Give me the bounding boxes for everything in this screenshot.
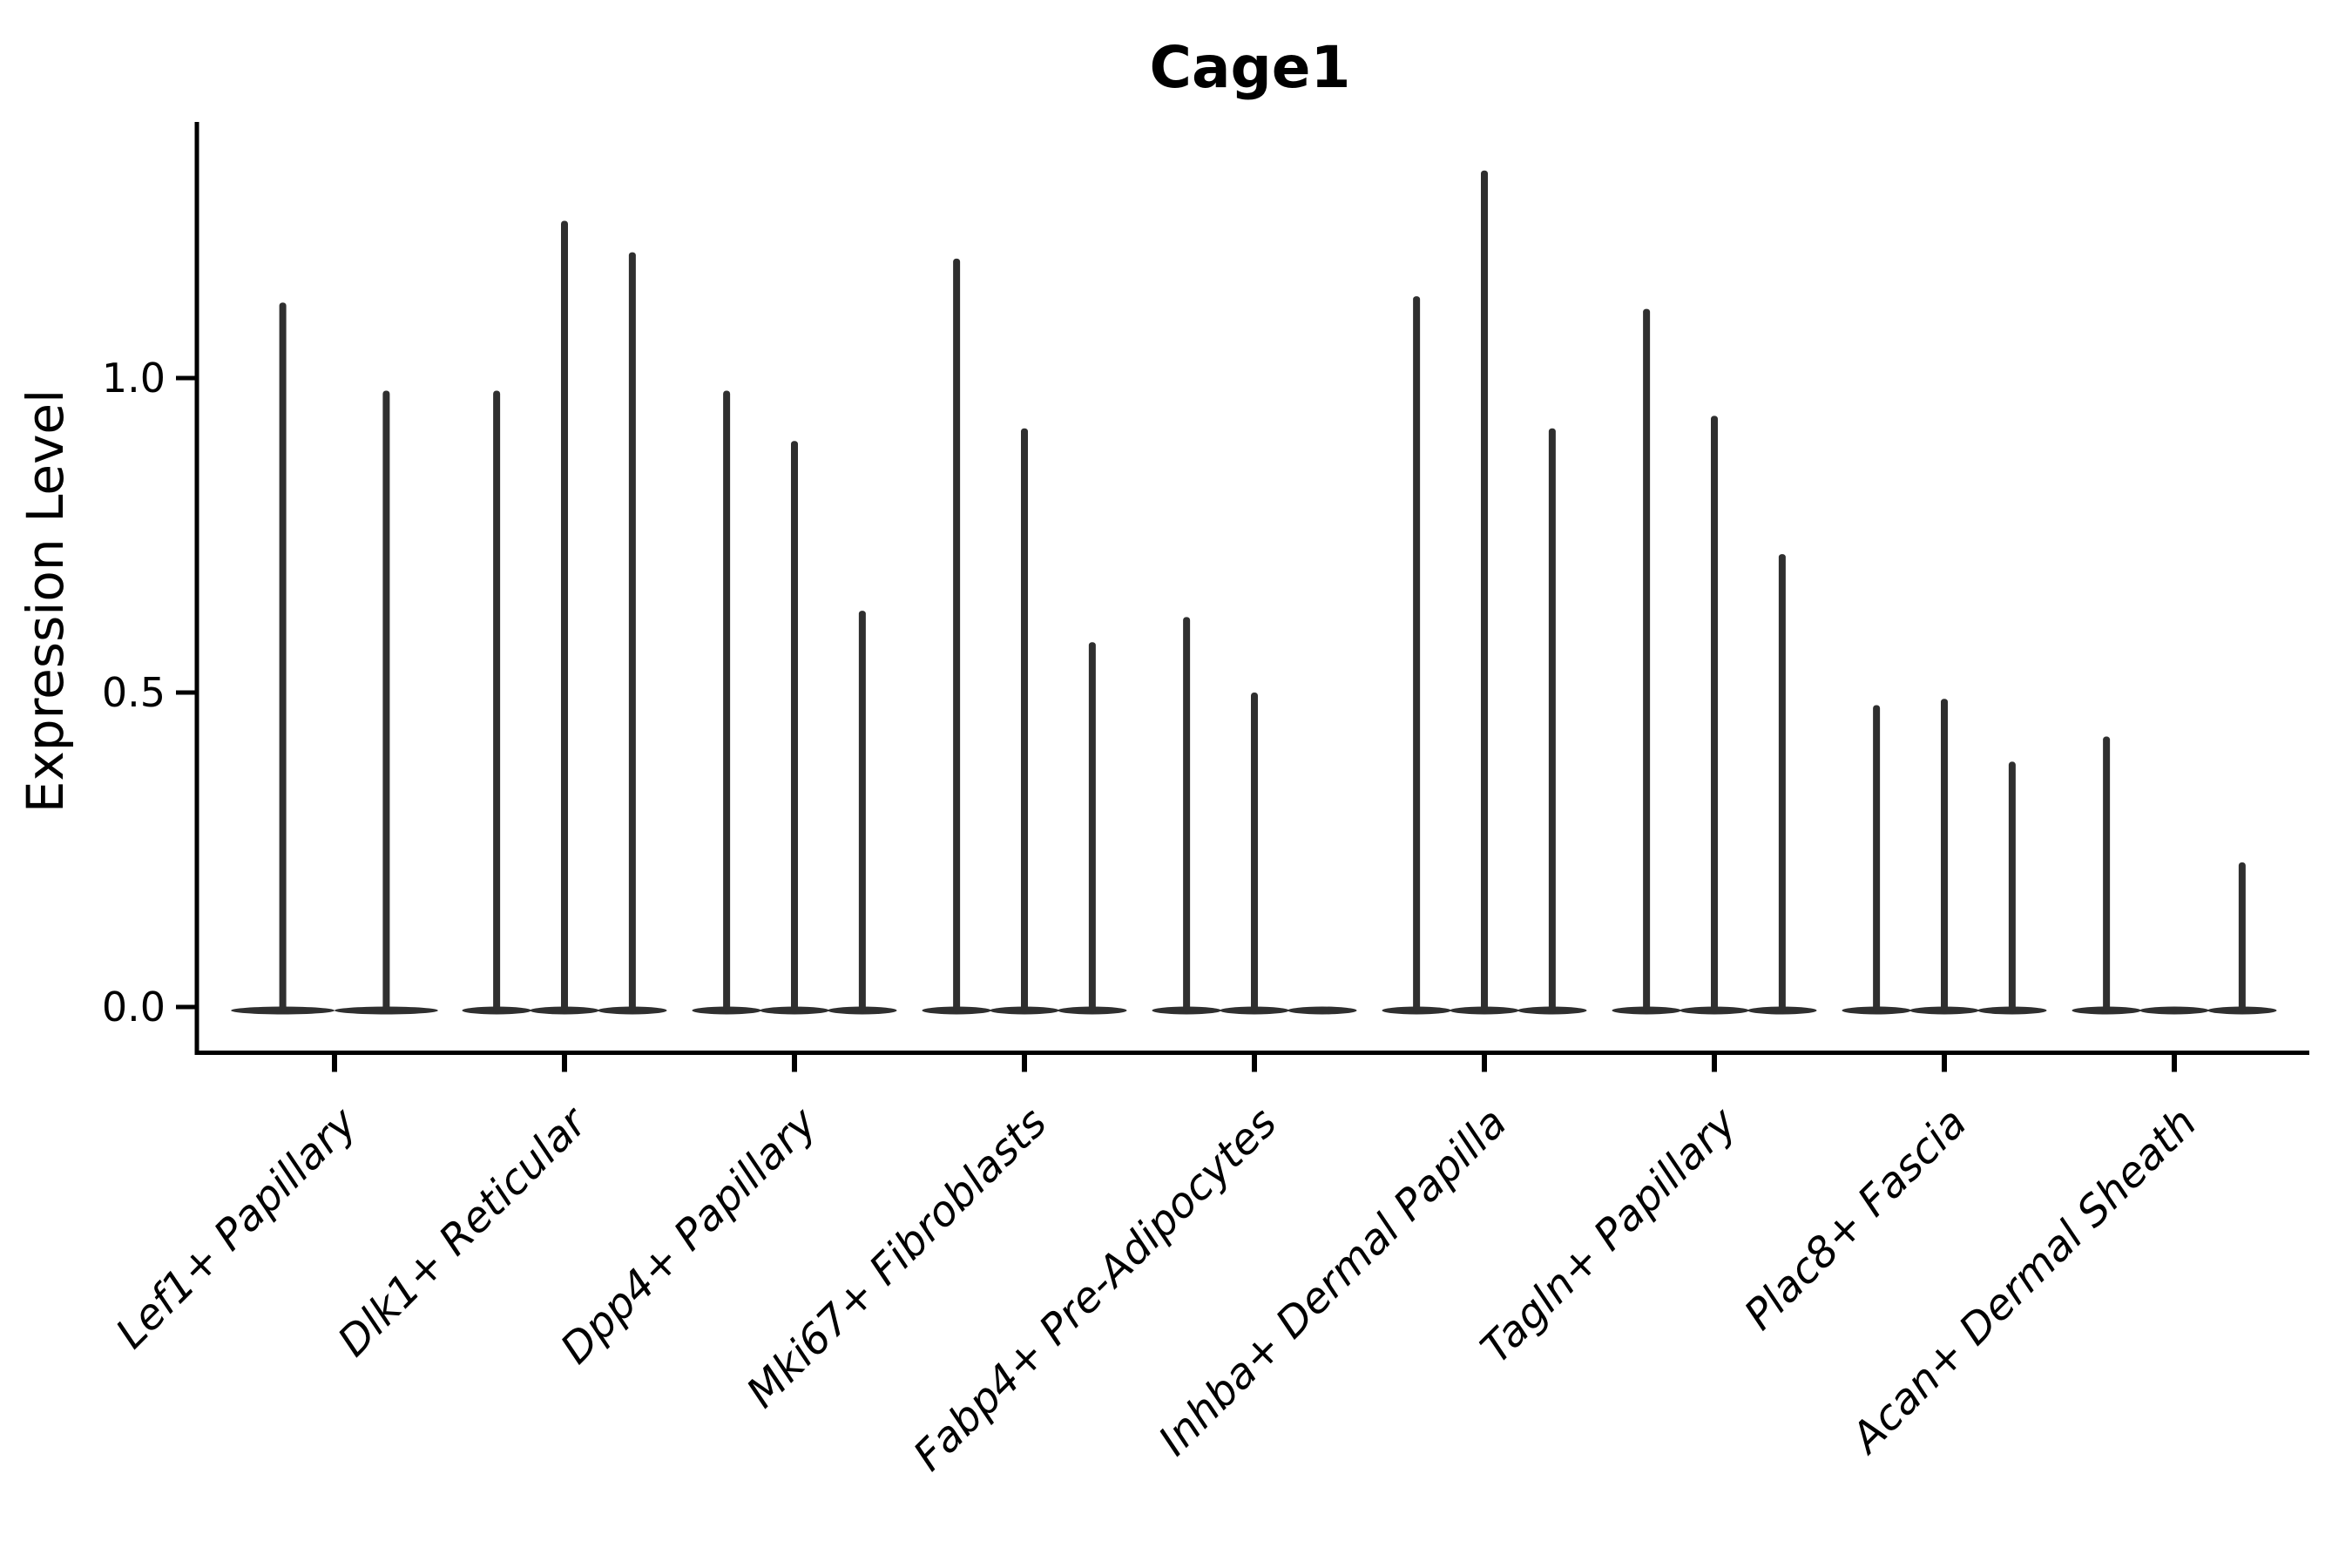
violin-spike [953,258,961,1013]
violin [1450,170,1519,1015]
violin-spike [1873,705,1881,1013]
violin [1288,1006,1357,1015]
violin-spike [2103,736,2111,1013]
violin [335,390,438,1015]
violin [1680,416,1749,1015]
y-tick-label: 0.5 [102,669,166,716]
violin [1382,296,1451,1015]
violin [922,258,991,1015]
violin-spike [1088,642,1096,1013]
violin-spike [791,441,798,1013]
violin [760,441,829,1015]
violin [2207,862,2277,1015]
violin-spike [1183,617,1191,1013]
violin [1612,308,1681,1015]
violin [2139,1006,2209,1015]
violin [828,611,897,1015]
violins-layer [231,170,2277,1015]
violin-spike [1481,170,1488,1014]
violin-spike [279,302,287,1013]
violin-spike [1251,693,1258,1013]
y-tick-label: 0.0 [102,983,166,1031]
axes-layer [176,122,2309,1072]
violin [1220,693,1289,1015]
violin-base [1288,1006,1357,1015]
violin [1977,761,2047,1015]
violin [462,390,531,1015]
violin [2072,736,2141,1015]
violin [990,428,1059,1015]
violin-spike [1711,416,1718,1013]
violin-spike [1021,428,1028,1013]
violin [1842,705,1911,1015]
violin-spike [1778,554,1786,1013]
violin [692,390,761,1015]
violin [231,302,335,1015]
violin-spike [561,220,568,1013]
violin [1152,617,1221,1015]
violin [1058,642,1127,1015]
violin-spike [1941,699,1948,1013]
violin-spike [493,390,501,1013]
violin-spike [1548,428,1556,1013]
violin [1747,554,1817,1015]
violin-spike [1643,308,1651,1014]
violin-spike [723,390,731,1013]
violin-base [2139,1006,2209,1015]
violin-spike [628,252,636,1014]
y-tick-label: 1.0 [102,355,166,402]
violin [530,220,599,1015]
violin [1909,699,1979,1015]
violin [598,252,667,1015]
violin-spike [858,611,866,1013]
chart-title: Cage1 [1150,34,1351,101]
violin-spike [2008,761,2016,1013]
violin [1517,428,1587,1015]
violin-spike [1413,296,1421,1013]
violin-spike [382,390,390,1013]
y-axis-label: Expression Level [16,389,75,813]
violin-spike [2238,862,2246,1013]
